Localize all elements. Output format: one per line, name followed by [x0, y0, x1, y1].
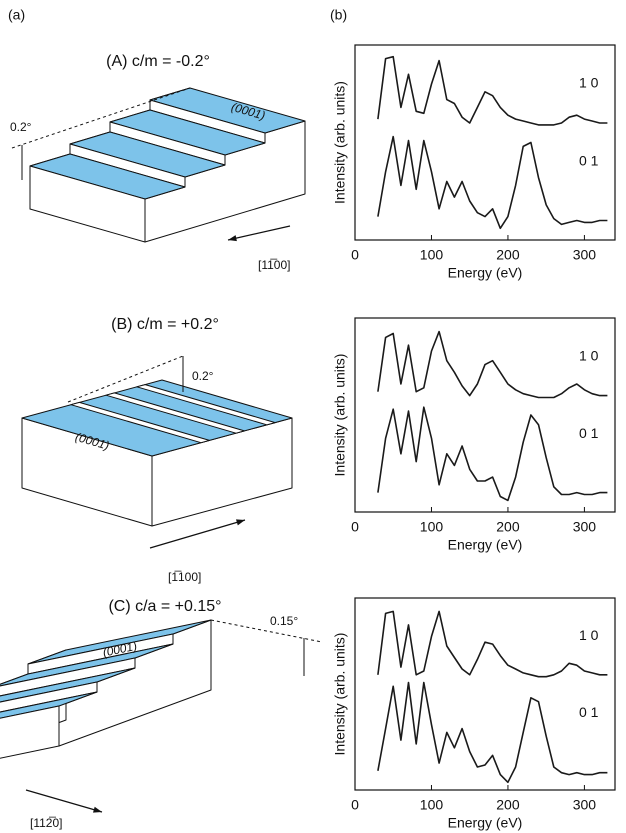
x-tick-label: 0 [351, 247, 359, 263]
series-label: 1 0 [579, 348, 599, 364]
spectrum-line [377, 330, 608, 399]
panel-label: (b) [330, 7, 347, 23]
arrow-head [236, 519, 245, 526]
spectrum-line [377, 135, 608, 230]
direction-label: [11̅00] [258, 258, 290, 272]
x-axis-label: Energy (eV) [448, 265, 523, 281]
plot-frame [354, 597, 616, 791]
direction-label: [1̅100] [168, 570, 201, 584]
x-tick-label: 100 [420, 247, 444, 263]
x-tick-label: 0 [351, 797, 359, 813]
x-tick-label: 300 [573, 247, 597, 263]
direction-arrow [227, 225, 291, 241]
angle-label: 0.15° [270, 614, 298, 628]
panel-label: (a) [8, 7, 25, 23]
series-label: 0 1 [579, 704, 599, 720]
arrow-head [228, 235, 237, 242]
x-tick-label: 200 [496, 797, 520, 813]
x-tick-label: 100 [420, 519, 444, 535]
diagram-c: (C) c/a = +0.15° 0.15°(0001)[112̅0] [0, 598, 323, 830]
charts: 0 100 200 300 Energy (eV) Intensity (arb. uni… [332, 44, 616, 831]
block-face [0, 705, 60, 759]
angle-label: 0.2° [192, 369, 214, 383]
diagram-a: (A) c/m = -0.2° 0.2°(0001)[11̅00] [10, 53, 306, 272]
x-tick-label: 300 [573, 519, 597, 535]
angle-label: 0.2° [10, 120, 32, 134]
diagram-title: (A) c/m = -0.2° [106, 53, 210, 70]
y-axis-label: Intensity (arb. units) [332, 633, 348, 756]
diagram-title: (B) c/m = +0.2° [111, 316, 219, 333]
x-axis-label: Energy (eV) [448, 537, 523, 553]
series-label: 1 0 [579, 627, 599, 643]
spectrum-line [377, 610, 608, 678]
plot-frame [354, 44, 616, 241]
series-label: 1 0 [579, 75, 599, 91]
direction-arrow [149, 519, 246, 549]
y-axis-label: Intensity (arb. units) [332, 354, 348, 477]
spectrum-line [377, 55, 608, 126]
spectrum-line [377, 406, 608, 502]
diagram-b: (B) c/m = +0.2° 0.2°(0001)[1̅100] [21, 316, 293, 584]
groove [105, 392, 245, 434]
diagram-title: (C) c/a = +0.15° [108, 598, 221, 615]
x-tick-label: 0 [351, 519, 359, 535]
series-label: 0 1 [579, 153, 599, 169]
x-tick-label: 200 [496, 247, 520, 263]
direction-label: [112̅0] [30, 816, 62, 830]
spectrum-line [377, 681, 608, 784]
x-tick-label: 200 [496, 519, 520, 535]
reference-line [210, 619, 323, 643]
groove [136, 384, 276, 426]
plot-frame [354, 317, 616, 513]
y-axis-label: Intensity (arb. units) [332, 81, 348, 204]
series-label: 0 1 [579, 425, 599, 441]
arrow-head [93, 806, 102, 813]
direction-arrow [25, 789, 103, 813]
reference-line [67, 355, 184, 403]
x-tick-label: 300 [573, 797, 597, 813]
reference-line [11, 87, 191, 149]
x-tick-label: 100 [420, 797, 444, 813]
x-axis-label: Energy (eV) [448, 815, 523, 831]
groove [70, 401, 210, 444]
block-face [29, 165, 146, 243]
